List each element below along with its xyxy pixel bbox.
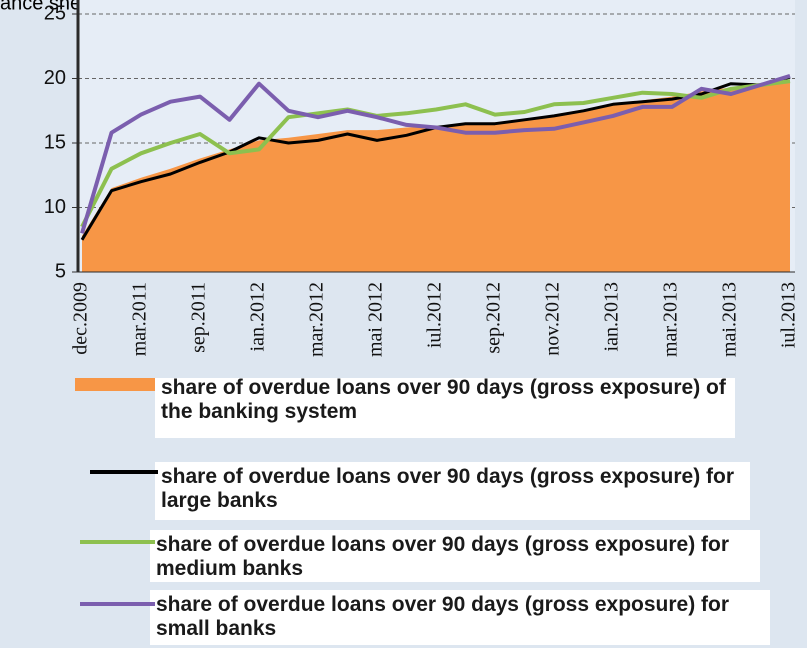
x-tick-label: iul.2012 bbox=[424, 282, 446, 348]
legend-label: share of overdue loans over 90 days (gro… bbox=[156, 533, 730, 580]
x-tick-label: mar.2012 bbox=[306, 282, 328, 357]
legend-swatch bbox=[90, 470, 158, 474]
x-tick-label: mar.2011 bbox=[129, 282, 151, 356]
y-tick-label: 25 bbox=[44, 2, 66, 24]
x-tick-label: mai.2013 bbox=[719, 282, 741, 357]
legend-label: share of overdue loans over 90 days (gro… bbox=[161, 465, 735, 512]
x-tick-label: dec.2009 bbox=[70, 282, 92, 355]
x-tick-label: ian.2012 bbox=[247, 282, 269, 351]
legend-swatch bbox=[80, 602, 155, 606]
legend-swatch bbox=[75, 377, 155, 391]
x-tick-label: ian.2013 bbox=[601, 282, 623, 351]
legend-box bbox=[155, 462, 750, 520]
line bbox=[80, 79, 791, 228]
legend-box bbox=[150, 530, 760, 582]
y-tick-label: 15 bbox=[44, 131, 66, 153]
legend-label: share of overdue loans over 90 days (gro… bbox=[156, 593, 730, 640]
x-tick-label: sep.2012 bbox=[483, 282, 505, 354]
x-tick-label: sep.2011 bbox=[188, 282, 210, 353]
y-tick-label: 5 bbox=[55, 260, 66, 282]
x-tick-label: mar.2013 bbox=[660, 282, 682, 357]
x-tick-label: mai 2012 bbox=[365, 282, 387, 357]
line bbox=[80, 73, 791, 234]
legend-swatch bbox=[80, 540, 155, 544]
area bbox=[82, 79, 790, 272]
y-tick-label: 20 bbox=[44, 67, 66, 89]
legend-label: share of overdue loans over 90 days (gro… bbox=[161, 376, 726, 423]
y-tick-label: 10 bbox=[44, 196, 66, 218]
x-tick-label: iul.2013 bbox=[778, 282, 800, 348]
x-tick-label: nov.2012 bbox=[542, 282, 564, 356]
legend-box bbox=[155, 378, 735, 438]
legend-box bbox=[150, 590, 770, 645]
